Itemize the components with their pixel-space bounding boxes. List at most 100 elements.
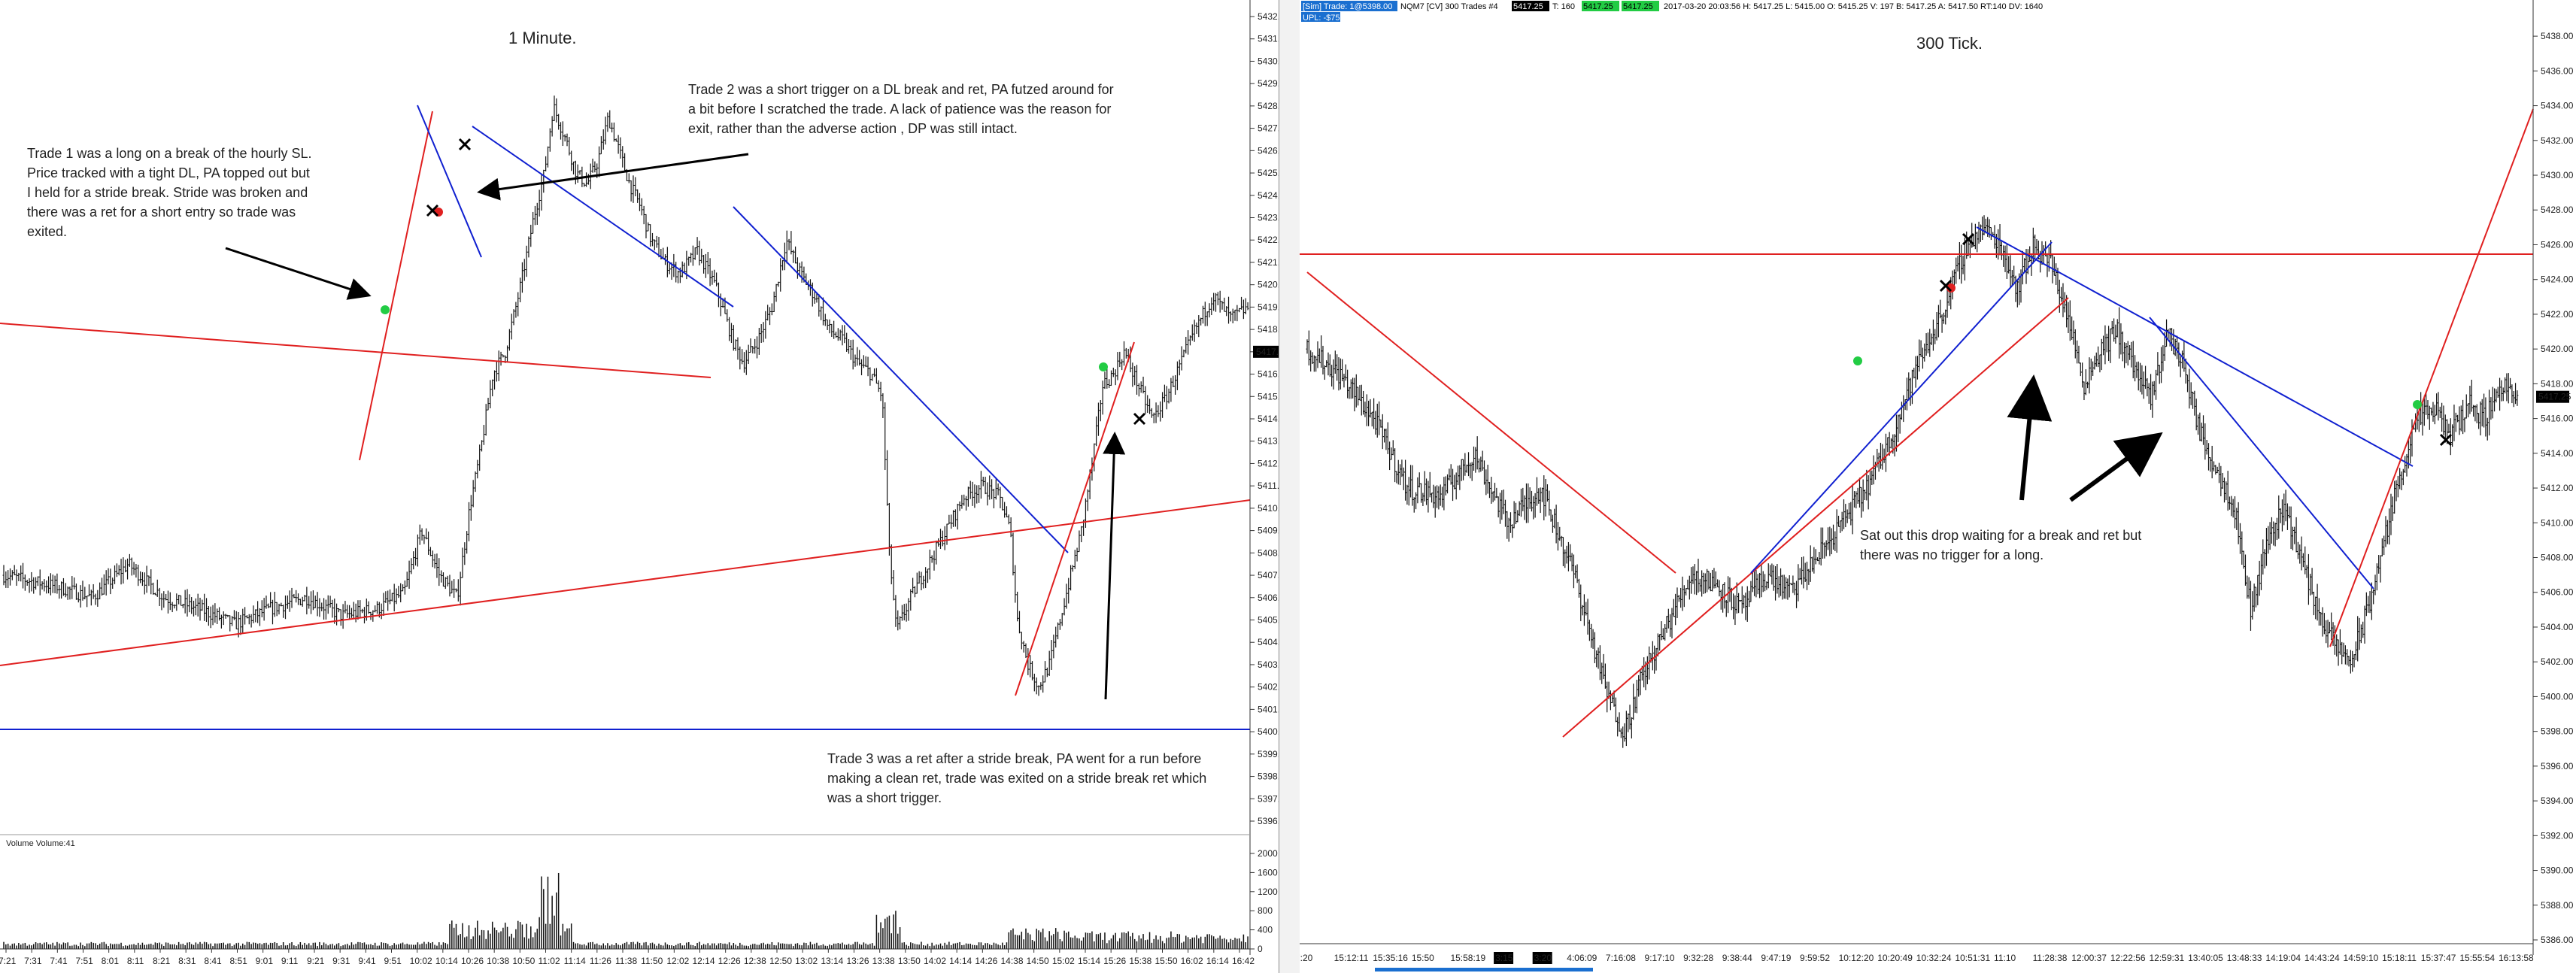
left-axis-label: 5430.00: [1258, 56, 1279, 66]
left-time-label: 11:02: [539, 956, 560, 966]
left-time-label: 13:14: [821, 956, 843, 966]
left-axis-label: 5428.00: [1258, 101, 1279, 111]
left-time-label: 9:21: [307, 956, 325, 966]
volume-axis-label: 0: [1258, 944, 1263, 954]
left-time-axis: 7:21 7:31 7:41 7:51 8:01 8:11 8:21 8:31 8:41 8:51…: [0, 948, 1255, 966]
left-axis-label: 5419.00: [1258, 302, 1279, 312]
left-time-label: 10:38: [487, 956, 509, 966]
breakout-line: [2329, 108, 2534, 647]
right-time-label: 11:28:38: [2033, 953, 2068, 963]
right-axis-label: 5402.00: [2541, 656, 2574, 667]
left-time-label: 8:51: [230, 956, 248, 966]
panel-divider[interactable]: [1279, 0, 1301, 973]
left-axis-label: 5420.00: [1258, 280, 1279, 290]
entry-marker-2: [2413, 400, 2422, 409]
left-time-label: 10:02: [410, 956, 432, 966]
left-time-label: 9:01: [256, 956, 274, 966]
pnl-badge: [1301, 12, 1340, 22]
trade1-arrow: [225, 247, 372, 300]
right-time-label: 9:32:28: [1683, 953, 1713, 963]
right-axis-label: 5428.00: [2541, 205, 2574, 215]
trade1-dl-line: [359, 111, 433, 461]
left-chart-panel[interactable]: 5432.00 5431.00 5430.00 5429.00 5428.00 5427.…: [0, 0, 1279, 973]
time-cursor-tag: [1494, 952, 1514, 964]
left-time-label: 12:26: [718, 956, 741, 966]
left-current-price-tag: [1253, 345, 1279, 358]
dl-line: [1750, 241, 2053, 574]
right-chart-svg[interactable]: [Sim] Trade: 1@5398.00 NQM7 [CV] 300 Trad…: [1300, 0, 2576, 973]
left-axis-label: 5426.00: [1258, 145, 1279, 156]
left-time-label: 15:26: [1103, 956, 1126, 966]
left-time-label: 9:51: [384, 956, 402, 966]
bar-info: 2017-03-20 20:03:56 H: 5417.25 L: 5415.0…: [1664, 2, 2043, 11]
left-axis-label: 5416.00: [1258, 369, 1279, 380]
volume-axis-label: 400: [1258, 925, 1273, 935]
left-time-label: 12:14: [693, 956, 715, 966]
blue-dl-line: [1976, 226, 2414, 467]
right-axis-label: 5390.00: [2541, 865, 2574, 876]
left-time-label: 15:50: [1155, 956, 1178, 966]
right-axis-label: 5430.00: [2541, 170, 2574, 180]
right-axis-label: 5426.00: [2541, 239, 2574, 250]
right-trend-lines: [1300, 108, 2534, 738]
left-time-label: 10:26: [461, 956, 484, 966]
bid-badge: [1582, 1, 1619, 11]
left-time-label: 16:42: [1232, 956, 1255, 966]
right-time-label: 10:12:20: [1839, 953, 1874, 963]
ask-label: 5417.25: [1623, 2, 1653, 11]
left-time-label: 11:50: [641, 956, 663, 966]
right-axis-label: 5388.00: [2541, 900, 2574, 911]
left-time-label: 8:11: [127, 956, 144, 966]
left-axis-label: 5412.00: [1258, 458, 1279, 468]
right-axis-label: 5398.00: [2541, 726, 2574, 737]
left-time-label: 12:50: [769, 956, 792, 966]
left-time-label: 7:51: [76, 956, 94, 966]
right-chart-header: [Sim] Trade: 1@5398.00 NQM7 [CV] 300 Trad…: [1301, 1, 2043, 23]
right-time-label: 13:48:33: [2227, 953, 2262, 963]
left-axis-label: 5396.00: [1258, 816, 1279, 826]
right-time-label: 14:19:04: [2265, 953, 2301, 963]
left-axis-label: 5404.00: [1258, 637, 1279, 647]
right-time-label: 10:51:31: [1955, 953, 1990, 963]
right-chart-panel[interactable]: [Sim] Trade: 1@5398.00 NQM7 [CV] 300 Trad…: [1300, 0, 2576, 973]
left-axis-label: 5408.00: [1258, 547, 1279, 558]
dl-line-2: [733, 206, 1069, 553]
right-axis-label: 5396.00: [2541, 761, 2574, 771]
lower-trend-line: [0, 499, 1251, 666]
trade3-note-line: was a short trigger.: [827, 790, 942, 805]
left-time-label: 14:38: [1001, 956, 1024, 966]
left-chart-svg[interactable]: 5432.00 5431.00 5430.00 5429.00 5428.00 5427.…: [0, 0, 1279, 973]
trade2-dl-line: [472, 126, 734, 308]
left-axis-label: 5425.00: [1258, 168, 1279, 178]
pnl-label: UPL: -$750: [1303, 14, 1345, 23]
left-time-label: 13:02: [795, 956, 818, 966]
left-axis-label: 5414.00: [1258, 414, 1279, 424]
left-time-label: 11:26: [590, 956, 611, 966]
right-time-axis: 7:20 15:12:11 15:35:16 15:50 15:58:19 3:15 3:2…: [1300, 943, 2534, 971]
left-volume-axis: 2000 1600 1200 800 400 0: [0, 834, 1278, 954]
trade1-note-line: I held for a stride break. Stride was br…: [27, 185, 308, 200]
left-time-label: 12:02: [666, 956, 689, 966]
right-chart-title: 300 Tick.: [1916, 34, 1983, 53]
trade1-stride-line: [417, 105, 482, 258]
left-chart-title: 1 Minute.: [508, 29, 577, 47]
right-axis-label: 5416.00: [2541, 414, 2574, 424]
right-axis-label: 5422.00: [2541, 309, 2574, 320]
right-axis-label: 5410.00: [2541, 517, 2574, 528]
drop-arrow-2: [2069, 432, 2163, 502]
account-badge: [1301, 1, 1397, 11]
left-time-label: 14:02: [924, 956, 946, 966]
left-time-label: 11:38: [615, 956, 637, 966]
left-time-label: 9:41: [358, 956, 376, 966]
left-time-label: 8:41: [204, 956, 222, 966]
left-axis-label: 5418.00: [1258, 324, 1279, 335]
left-axis-label: 5397.00: [1258, 793, 1279, 804]
left-time-label: 16:02: [1181, 956, 1203, 966]
sat-out-note-line: there was no trigger for a long.: [1860, 547, 2044, 562]
ask-badge: [1622, 1, 1659, 11]
left-axis-label: 5410.00: [1258, 503, 1279, 514]
trade3-entry-marker: [1099, 362, 1108, 371]
left-axis-label: 5405.00: [1258, 615, 1279, 626]
right-axis-label: 5406.00: [2541, 587, 2574, 598]
right-time-label: 10:20:49: [1877, 953, 1913, 963]
